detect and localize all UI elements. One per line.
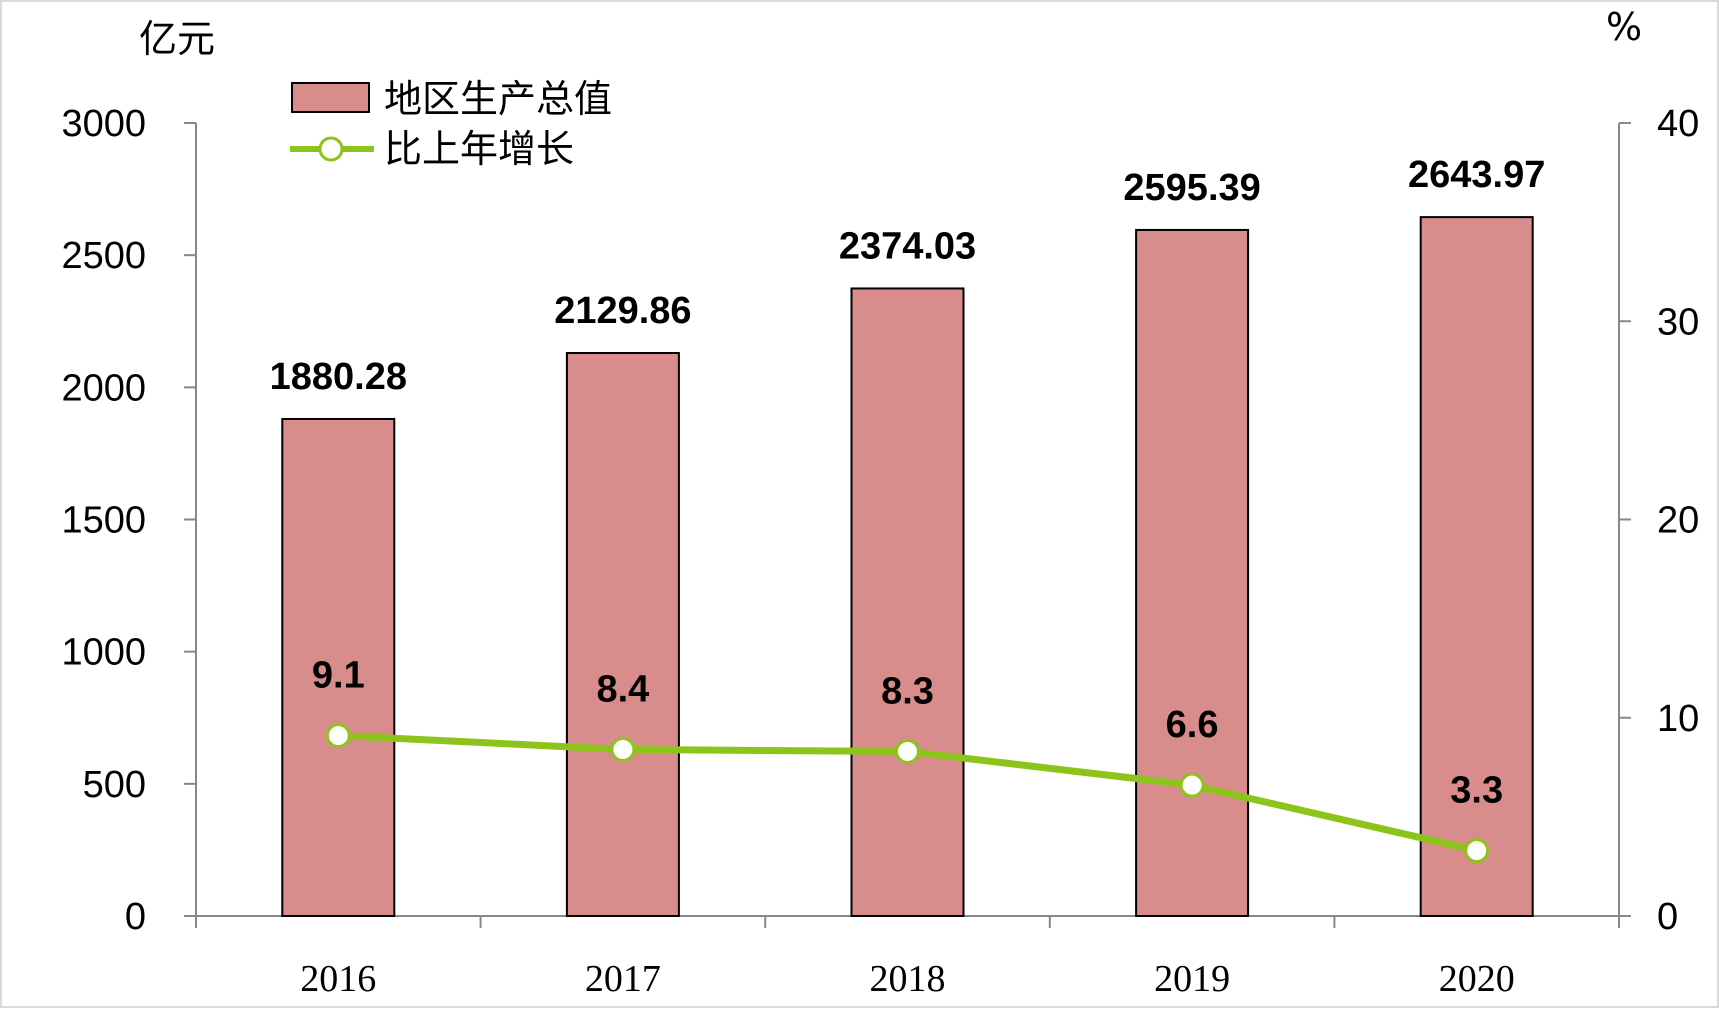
- x-tick-label: 2020: [1439, 958, 1515, 1000]
- growth-point: [1179, 772, 1205, 798]
- right-y-tick-label: 40: [1657, 103, 1699, 145]
- gdp-bar-value-label: 2374.03: [839, 225, 976, 267]
- legend-label-growth: 比上年增长: [384, 127, 574, 171]
- x-tick-label: 2016: [300, 958, 376, 1000]
- legend: 地区生产总值 比上年增长: [290, 77, 612, 171]
- gdp-bar-value-label: 2595.39: [1123, 167, 1260, 209]
- gdp-bar-value-label: 2643.97: [1408, 154, 1545, 196]
- right-y-tick-label: 10: [1657, 698, 1699, 740]
- gdp-bar: [1419, 216, 1534, 917]
- legend-swatch-growth-marker: [318, 136, 344, 162]
- left-axis-unit: 亿元: [139, 17, 215, 61]
- axes: 0 500 1000 1500 2000 2500 3000 0 10 20 30 40 2016 201…: [61, 103, 1699, 1000]
- data-labels: 1880.28 2129.86 2374.03 2595.39 2643.97 9.1 8.…: [270, 154, 1546, 811]
- growth-value-label: 8.4: [596, 668, 649, 710]
- bars: [281, 216, 1534, 917]
- growth-point: [610, 736, 636, 762]
- gdp-bar: [850, 287, 965, 917]
- x-tick-label: 2019: [1154, 958, 1230, 1000]
- growth-value-label: 3.3: [1450, 770, 1503, 812]
- growth-point: [895, 738, 920, 764]
- left-y-tick-label: 0: [125, 896, 146, 938]
- left-y-tick-label: 2500: [61, 235, 146, 277]
- growth-line-series: [325, 723, 1490, 864]
- left-y-tick-label: 3000: [61, 103, 146, 145]
- growth-value-label: 8.3: [881, 670, 934, 712]
- growth-value-label: 6.6: [1166, 704, 1219, 746]
- gdp-bar-value-label: 1880.28: [270, 356, 407, 398]
- gdp-bar: [281, 417, 396, 917]
- right-axis-unit: %: [1606, 5, 1642, 49]
- legend-label-gdp: 地区生产总值: [384, 77, 612, 121]
- growth-point: [1464, 838, 1490, 864]
- right-y-tick-label: 20: [1657, 500, 1699, 542]
- x-tick-label: 2017: [585, 958, 661, 1000]
- gdp-bar: [1135, 228, 1250, 917]
- left-y-tick-label: 2000: [61, 367, 146, 409]
- growth-value-label: 9.1: [312, 655, 365, 697]
- left-y-tick-label: 500: [83, 764, 146, 806]
- legend-swatch-gdp: [291, 82, 370, 113]
- x-tick-label: 2018: [870, 958, 946, 1000]
- gdp-bar-value-label: 2129.86: [554, 290, 691, 332]
- right-y-tick-label: 30: [1657, 301, 1699, 343]
- right-y-tick-label: 0: [1657, 896, 1678, 938]
- left-y-tick-label: 1000: [61, 632, 146, 674]
- growth-point: [325, 723, 351, 749]
- gdp-bar: [565, 352, 680, 917]
- left-y-tick-label: 1500: [61, 500, 146, 542]
